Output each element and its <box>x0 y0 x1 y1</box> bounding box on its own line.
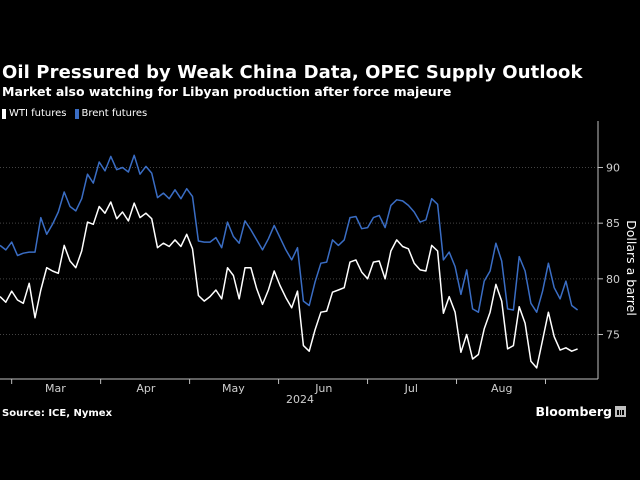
series-lines <box>0 154 579 369</box>
x-tick-label-Jun: Jun <box>314 382 332 395</box>
axes: 75 80 85 90 Mar Apr May Jun Jul Aug <box>0 121 620 395</box>
x-tick-label-Mar: Mar <box>45 382 66 395</box>
x-tick-label-Aug: Aug <box>491 382 512 395</box>
series-line-brent <box>0 154 579 313</box>
bloomberg-chart-icon <box>615 406 626 417</box>
legend-label-wti: WTI futures <box>9 108 67 119</box>
chart-title: Oil Pressured by Weak China Data, OPEC S… <box>2 62 583 83</box>
y-tick-label-75: 75 <box>606 328 620 341</box>
brand-logo: Bloomberg <box>535 404 626 419</box>
brand-name: Bloomberg <box>535 404 612 419</box>
legend-swatch-brent <box>74 108 79 119</box>
chart-legend: WTI futures Brent futures <box>2 108 155 119</box>
x-axis-label: 2024 <box>286 393 314 406</box>
grid-lines <box>0 167 598 335</box>
legend-swatch-wti <box>2 108 6 119</box>
source-note: Source: ICE, Nymex <box>2 408 113 419</box>
x-tick-label-Apr: Apr <box>136 382 156 395</box>
x-tick-label-May: May <box>222 382 245 395</box>
legend-label-brent: Brent futures <box>81 108 148 119</box>
y-tick-label-90: 90 <box>606 162 620 175</box>
legend-item-brent: Brent futures <box>74 108 148 119</box>
chart-subtitle: Market also watching for Libyan producti… <box>2 84 452 99</box>
legend-item-wti: WTI futures <box>2 108 67 119</box>
x-tick-label-Jul: Jul <box>404 382 418 395</box>
y-axis-label: Dollars a barrel <box>624 220 639 316</box>
y-tick-label-85: 85 <box>606 217 620 230</box>
y-tick-label-80: 80 <box>606 273 620 286</box>
series-line-wti <box>0 201 578 369</box>
